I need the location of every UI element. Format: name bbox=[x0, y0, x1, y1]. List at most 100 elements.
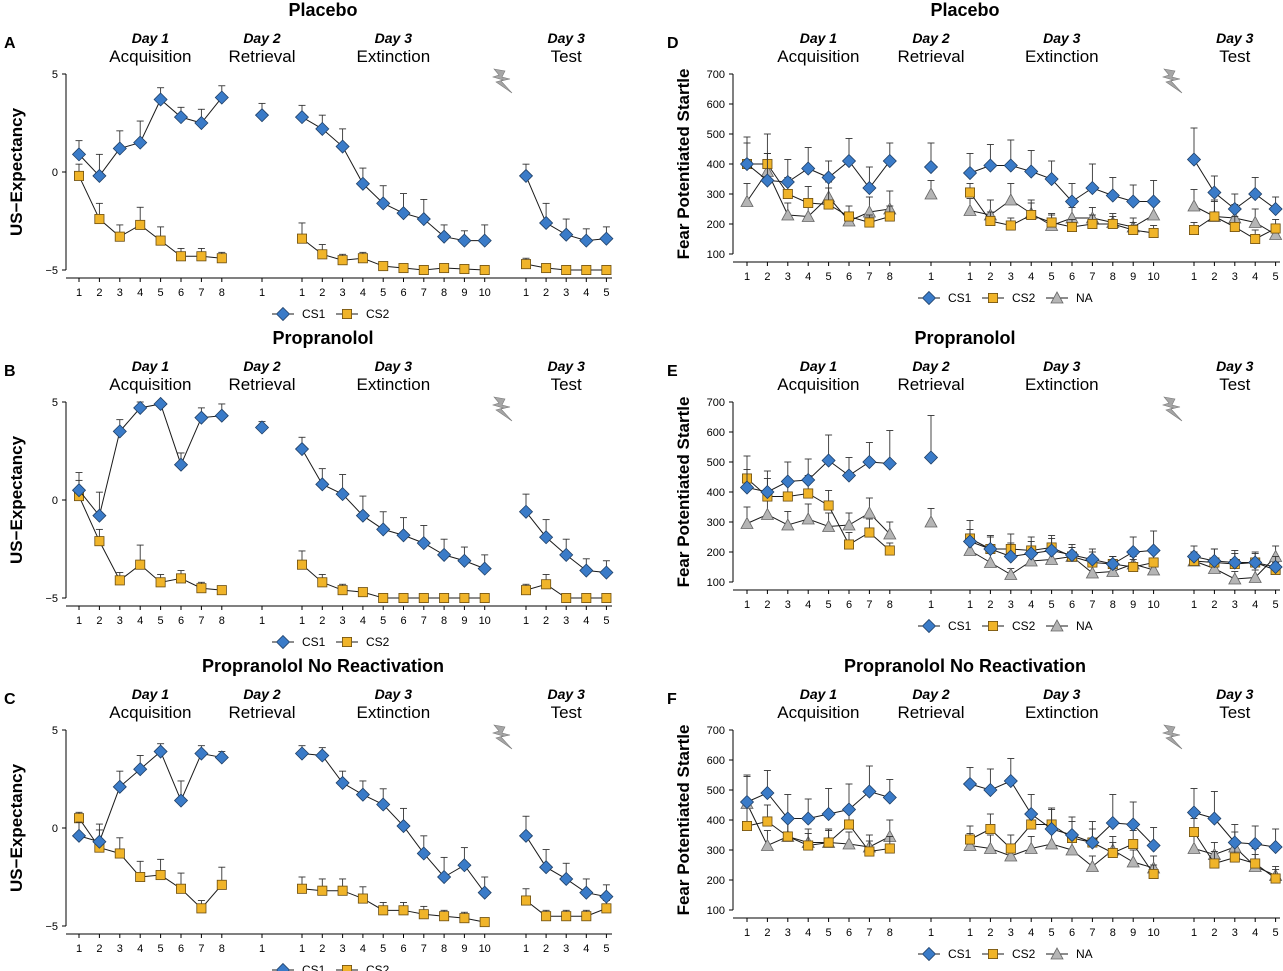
line-na-extinction bbox=[969, 843, 1154, 869]
point-cs2 bbox=[317, 249, 328, 260]
point-cs1 bbox=[315, 121, 330, 136]
point-na bbox=[983, 841, 998, 854]
y-tick-label: 700 bbox=[707, 397, 725, 409]
point-cs2 bbox=[155, 870, 166, 881]
x-tick-label: 1 bbox=[259, 615, 265, 627]
x-tick-label: 1 bbox=[523, 287, 529, 299]
phase-name-test: Test bbox=[551, 703, 582, 722]
x-tick-label: 10 bbox=[1147, 927, 1159, 939]
x-tick-label: 1 bbox=[523, 943, 529, 955]
x-tick-label: 4 bbox=[1252, 271, 1258, 283]
lightning-bolt-icon bbox=[492, 724, 513, 750]
point-cs1 bbox=[923, 159, 939, 175]
legend-marker-cs2 bbox=[341, 308, 352, 319]
phase-day-retrieval: Day 2 bbox=[912, 358, 950, 374]
phase-day-retrieval: Day 2 bbox=[243, 358, 281, 374]
point-cs2 bbox=[864, 217, 875, 228]
x-tick-label: 2 bbox=[543, 943, 549, 955]
series-na bbox=[740, 776, 1283, 881]
x-tick-label: 6 bbox=[846, 599, 852, 611]
x-tick-label: 3 bbox=[117, 943, 123, 955]
point-cs2 bbox=[459, 264, 470, 275]
point-cs2 bbox=[357, 893, 368, 904]
phase-name-test: Test bbox=[1219, 375, 1250, 394]
x-tick-label: 1 bbox=[967, 271, 973, 283]
point-cs2 bbox=[823, 500, 834, 511]
phase-day-acquisition: Day 1 bbox=[132, 358, 170, 374]
y-tick-label: 700 bbox=[707, 725, 725, 737]
point-cs2 bbox=[1250, 233, 1261, 244]
x-tick-label: 2 bbox=[987, 599, 993, 611]
y-tick-label: 200 bbox=[707, 219, 725, 231]
x-tick-label: 7 bbox=[1089, 599, 1095, 611]
point-cs1 bbox=[841, 802, 857, 817]
y-tick-label: 600 bbox=[707, 427, 725, 439]
point-cs1 bbox=[739, 156, 755, 172]
phase-name-test: Test bbox=[551, 47, 582, 66]
line-cs1-acquisition bbox=[78, 403, 222, 517]
point-cs2 bbox=[296, 883, 307, 894]
point-cs2 bbox=[74, 813, 85, 824]
x-tick-label: 5 bbox=[158, 615, 164, 627]
point-cs1 bbox=[579, 885, 594, 900]
x-tick-label: 8 bbox=[887, 599, 893, 611]
x-tick-label: 2 bbox=[543, 287, 549, 299]
line-cs2-extinction bbox=[301, 238, 485, 271]
legend-marker-cs2 bbox=[988, 949, 999, 960]
point-cs1 bbox=[862, 784, 877, 799]
phase-day-extinction: Day 3 bbox=[1043, 686, 1081, 702]
point-cs1 bbox=[1227, 835, 1242, 850]
series-cs2 bbox=[742, 133, 1281, 244]
point-na bbox=[924, 187, 938, 200]
point-cs2 bbox=[439, 593, 450, 604]
point-cs1 bbox=[1207, 185, 1222, 200]
x-tick-label: 3 bbox=[1232, 271, 1238, 283]
series-na bbox=[740, 497, 1283, 585]
point-cs2 bbox=[439, 263, 450, 274]
point-na bbox=[821, 519, 836, 532]
point-cs1 bbox=[559, 547, 574, 562]
point-cs2 bbox=[155, 577, 166, 588]
point-cs1 bbox=[416, 536, 431, 551]
point-cs2 bbox=[1229, 221, 1240, 232]
x-tick-label: 5 bbox=[1049, 271, 1055, 283]
point-cs1 bbox=[983, 541, 998, 557]
point-cs1 bbox=[1085, 835, 1100, 850]
point-cs1 bbox=[760, 785, 775, 801]
point-cs1 bbox=[780, 174, 795, 190]
point-cs1 bbox=[1105, 556, 1120, 572]
panel-title: Propranolol No Reactivation bbox=[844, 656, 1086, 676]
point-cs2 bbox=[398, 263, 409, 274]
point-cs1 bbox=[71, 483, 87, 498]
y-tick-label: 100 bbox=[707, 577, 725, 589]
point-cs1 bbox=[254, 108, 270, 123]
point-cs2 bbox=[1087, 218, 1098, 229]
x-tick-label: 4 bbox=[1028, 271, 1034, 283]
point-cs1 bbox=[841, 153, 857, 169]
x-tick-label: 5 bbox=[1049, 927, 1055, 939]
point-cs1 bbox=[153, 744, 168, 759]
phase-name-retrieval: Retrieval bbox=[897, 47, 964, 66]
point-cs2 bbox=[864, 527, 875, 538]
x-tick-label: 4 bbox=[583, 943, 589, 955]
lightning-bolt-icon bbox=[492, 68, 513, 94]
point-cs2 bbox=[357, 587, 368, 598]
x-tick-label: 4 bbox=[583, 615, 589, 627]
x-tick-label: 3 bbox=[1232, 927, 1238, 939]
x-tick-label: 9 bbox=[461, 943, 467, 955]
x-tick-label: 1 bbox=[744, 927, 750, 939]
point-na bbox=[1126, 855, 1140, 868]
point-cs2 bbox=[135, 219, 146, 230]
point-cs1 bbox=[1186, 152, 1202, 167]
legend-label-na: NA bbox=[1076, 619, 1093, 633]
point-cs1 bbox=[841, 468, 857, 483]
point-cs1 bbox=[518, 504, 534, 519]
point-cs2 bbox=[175, 251, 186, 262]
x-tick-label: 2 bbox=[764, 271, 770, 283]
phase-day-acquisition: Day 1 bbox=[800, 358, 838, 374]
point-cs1 bbox=[780, 811, 795, 826]
panel-title: Propranolol No Reactivation bbox=[202, 656, 444, 676]
line-cs1-extinction bbox=[301, 753, 486, 893]
point-na bbox=[842, 837, 856, 850]
point-cs2 bbox=[1229, 852, 1240, 863]
